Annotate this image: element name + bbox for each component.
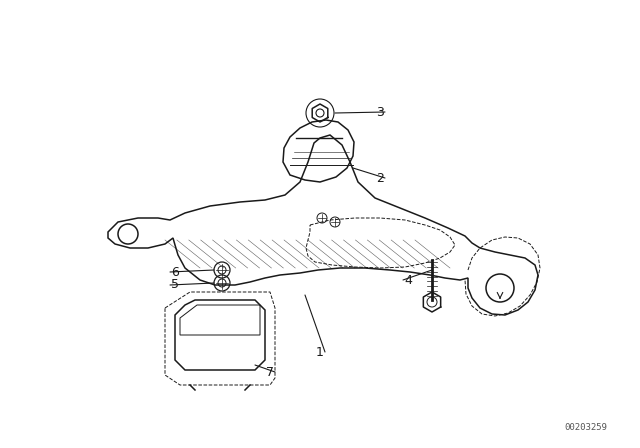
Text: 6: 6 (171, 266, 179, 279)
Text: 3: 3 (376, 105, 384, 119)
Text: 4: 4 (404, 273, 412, 287)
Text: 00203259: 00203259 (564, 423, 607, 432)
Text: 2: 2 (376, 172, 384, 185)
Text: 5: 5 (171, 279, 179, 292)
Text: 7: 7 (266, 366, 274, 379)
Text: 1: 1 (316, 345, 324, 358)
